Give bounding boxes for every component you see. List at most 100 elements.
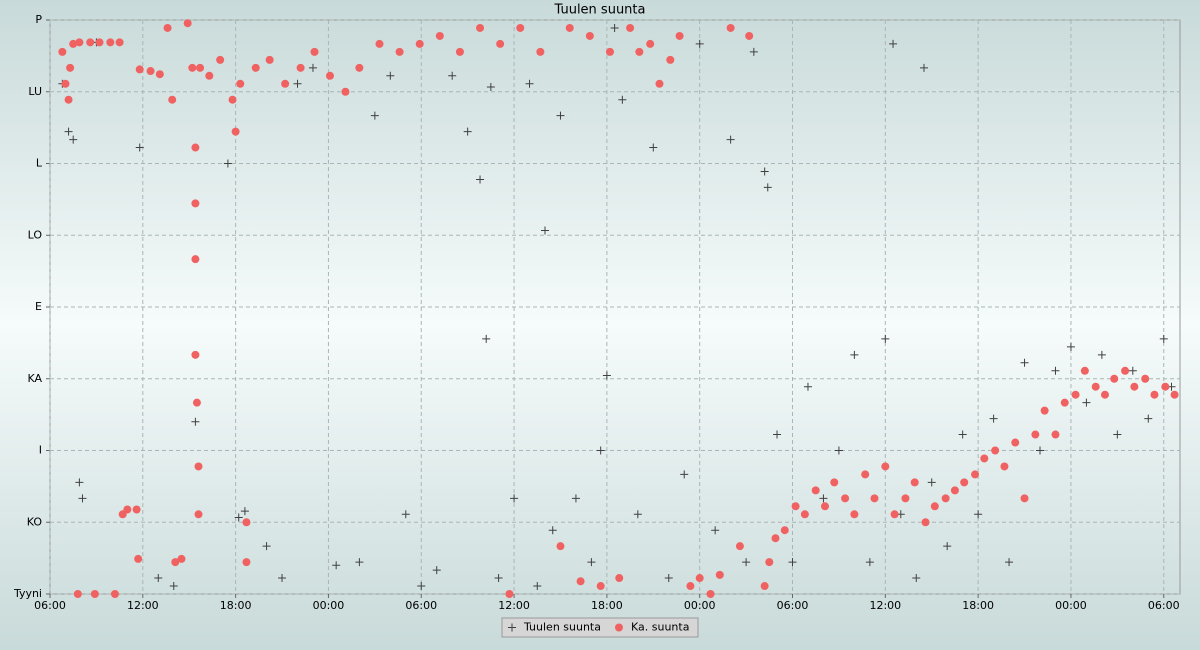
dot-marker (1040, 406, 1049, 415)
dot-marker (1011, 438, 1020, 447)
dot-marker (760, 582, 769, 591)
y-tick-label: KO (27, 515, 43, 528)
plus-marker (401, 510, 410, 519)
dot-marker (205, 71, 214, 80)
dot-marker (921, 518, 930, 527)
plus-marker (927, 478, 936, 487)
dot-marker (655, 79, 664, 88)
plus-marker (1051, 366, 1060, 375)
dot-marker (841, 494, 850, 503)
plus-marker (1005, 558, 1014, 567)
plus-marker (943, 542, 952, 551)
dot-marker (191, 350, 200, 359)
dot-marker (86, 38, 95, 47)
plus-marker (262, 542, 271, 551)
plus-marker (1082, 398, 1091, 407)
plus-marker (463, 127, 472, 136)
x-tick-label: 12:00 (498, 599, 530, 612)
grid: Tyyni KO I KA E LO L LU P 06:00 12:00 18:00 00:00 06:… (13, 13, 1180, 612)
y-tick-label: LU (28, 85, 42, 98)
plus-marker (958, 430, 967, 439)
dot-marker (281, 79, 290, 88)
dot-marker (134, 554, 143, 563)
plus-marker (525, 79, 534, 88)
dot-marker (61, 79, 70, 88)
dot-marker (626, 23, 635, 32)
dot-marker (106, 38, 115, 47)
dot-marker (177, 554, 186, 563)
plus-marker (223, 159, 232, 168)
dot-marker (686, 582, 695, 591)
x-tick-label: 12:00 (127, 599, 159, 612)
dot-marker (890, 510, 899, 519)
dot-marker (146, 67, 155, 76)
x-tick-label: 12:00 (869, 599, 901, 612)
dot-marker (192, 398, 201, 407)
legend-marker (614, 623, 623, 632)
plus-marker (1036, 446, 1045, 455)
plus-marker (556, 111, 565, 120)
dot-marker (960, 478, 969, 487)
plus-marker (448, 71, 457, 80)
dot-marker (415, 39, 424, 48)
x-tick-label: 18:00 (220, 599, 252, 612)
plus-marker (370, 111, 379, 120)
dot-marker (496, 39, 505, 48)
dot-marker (1071, 390, 1080, 399)
plus-marker (664, 574, 673, 583)
dot-marker (251, 63, 260, 72)
dot-marker (1141, 374, 1150, 383)
plus-marker (135, 143, 144, 152)
dot-marker (310, 47, 319, 56)
dot-marker (991, 446, 1000, 455)
dot-marker (1000, 462, 1009, 471)
plus-marker (1159, 334, 1168, 343)
plus-marker (974, 510, 983, 519)
dot-marker (556, 542, 565, 551)
dot-marker (132, 505, 141, 514)
dot-marker (666, 55, 675, 64)
plus-marker (788, 558, 797, 567)
plus-marker (742, 558, 751, 567)
dot-marker (296, 63, 305, 72)
x-tick-label: 06:00 (1148, 599, 1180, 612)
marks (58, 19, 1179, 598)
dot-marker (941, 494, 950, 503)
plus-marker (533, 582, 542, 591)
dot-marker (1100, 390, 1109, 399)
plus-marker (1128, 366, 1137, 375)
plus-marker (649, 143, 658, 152)
dot-marker (780, 526, 789, 535)
dot-marker (536, 47, 545, 56)
dot-marker (791, 502, 800, 511)
dot-marker (850, 510, 859, 519)
plus-marker (386, 71, 395, 80)
dot-marker (355, 63, 364, 72)
dot-marker (265, 55, 274, 64)
dot-marker (90, 590, 99, 598)
dot-marker (73, 590, 82, 598)
plus-marker (1097, 350, 1106, 359)
dot-marker (605, 47, 614, 56)
dot-marker (196, 63, 205, 72)
dot-marker (516, 23, 525, 32)
legend-marker (508, 623, 516, 632)
dot-marker (1091, 382, 1100, 391)
plus-marker (64, 127, 73, 136)
dot-marker (1060, 398, 1069, 407)
plus-marker (989, 414, 998, 423)
plus-marker (881, 334, 890, 343)
plus-marker (803, 382, 812, 391)
plus-marker (494, 574, 503, 583)
dot-marker (735, 542, 744, 551)
dot-marker (183, 19, 192, 28)
dot-marker (1121, 366, 1130, 375)
dot-marker (861, 470, 870, 479)
dot-marker (455, 47, 464, 56)
plus-marker (417, 582, 426, 591)
plus-marker (571, 494, 580, 503)
plus-marker (75, 478, 84, 487)
plus-marker (726, 135, 735, 144)
dot-marker (1020, 494, 1029, 503)
dot-marker (881, 462, 890, 471)
